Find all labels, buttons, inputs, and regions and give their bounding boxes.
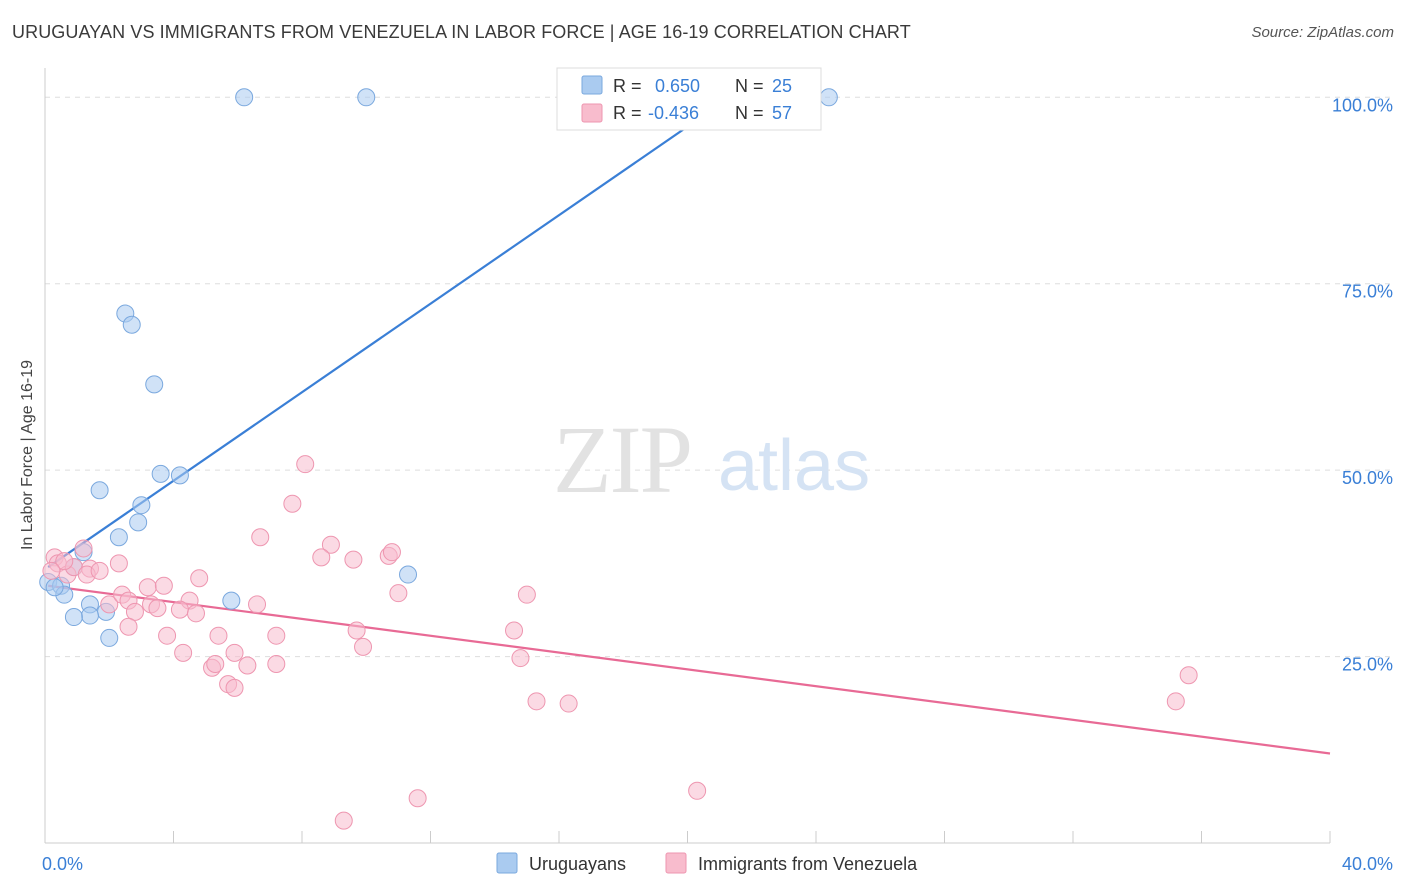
x-tick-label: 0.0% <box>42 854 83 874</box>
data-points <box>39 88 1198 830</box>
trend-lines <box>47 81 1331 755</box>
point-venezuela <box>238 656 257 675</box>
point-venezuela <box>119 617 138 636</box>
y-tick-label: 75.0% <box>1342 282 1393 302</box>
r-value-pink: -0.436 <box>648 103 699 123</box>
point-venezuela <box>190 569 209 588</box>
point-uruguayans <box>399 565 418 584</box>
y-tick-label: 100.0% <box>1332 95 1393 115</box>
legend-label-uruguayans: Uruguayans <box>529 854 626 874</box>
point-venezuela <box>1166 692 1185 711</box>
legend-swatch-venezuela <box>665 852 687 874</box>
series-legend: Uruguayans Immigrants from Venezuela <box>496 852 918 874</box>
point-uruguayans <box>80 606 99 625</box>
r-value-blue: 0.650 <box>655 76 700 96</box>
y-tick-label: 25.0% <box>1342 655 1393 675</box>
point-venezuela <box>109 554 128 573</box>
trend-line-venezuela <box>48 584 1331 755</box>
stats-legend-swatch-blue <box>581 75 603 95</box>
point-venezuela <box>1179 666 1198 685</box>
point-venezuela <box>225 678 244 697</box>
point-venezuela <box>186 604 205 623</box>
point-uruguayans <box>235 88 254 107</box>
point-venezuela <box>209 626 228 645</box>
watermark-zip: ZIP <box>553 406 691 513</box>
legend-swatch-uruguayans <box>496 852 518 874</box>
source-credit: Source: ZipAtlas.com <box>1251 24 1394 41</box>
axes-layer <box>44 68 1330 844</box>
point-venezuela <box>267 626 286 645</box>
point-venezuela <box>148 599 167 618</box>
r-label-blue: R = <box>613 76 642 96</box>
point-uruguayans <box>132 496 151 515</box>
point-venezuela <box>225 643 244 662</box>
point-uruguayans <box>122 315 141 334</box>
chart-title: URUGUAYAN VS IMMIGRANTS FROM VENEZUELA I… <box>12 22 911 42</box>
point-uruguayans <box>819 88 838 107</box>
y-axis-title: In Labor Force | Age 16-19 <box>19 360 36 550</box>
point-venezuela <box>688 781 707 800</box>
point-venezuela <box>505 621 524 640</box>
grid-layer <box>45 96 1395 843</box>
x-tick-labels: 0.0% 40.0% <box>42 854 1393 874</box>
y-tick-labels: 25.0% 50.0% 75.0% 100.0% <box>1332 95 1393 674</box>
point-venezuela <box>42 561 61 580</box>
point-venezuela <box>312 548 331 567</box>
point-venezuela <box>347 621 366 640</box>
point-venezuela <box>344 550 363 569</box>
point-venezuela <box>251 528 270 547</box>
x-tick-label: 40.0% <box>1342 854 1393 874</box>
trend-line-uruguayans <box>47 81 753 568</box>
r-label-pink: R = <box>613 103 642 123</box>
point-venezuela <box>100 595 119 614</box>
point-venezuela <box>248 595 267 614</box>
point-uruguayans <box>222 591 241 610</box>
point-uruguayans <box>100 628 119 647</box>
point-venezuela <box>296 455 315 474</box>
point-venezuela <box>55 552 74 571</box>
point-uruguayans <box>357 88 376 107</box>
point-uruguayans <box>45 578 64 597</box>
point-venezuela <box>511 649 530 668</box>
point-venezuela <box>559 694 578 713</box>
point-venezuela <box>138 578 157 597</box>
point-venezuela <box>267 655 286 674</box>
legend-label-venezuela: Immigrants from Venezuela <box>698 854 918 874</box>
point-uruguayans <box>90 481 109 500</box>
point-uruguayans <box>64 608 83 627</box>
point-venezuela <box>90 561 109 580</box>
point-uruguayans <box>129 513 148 532</box>
n-label-blue: N = <box>735 76 764 96</box>
point-uruguayans <box>109 528 128 547</box>
watermark: ZIP atlas <box>553 406 870 513</box>
stats-legend-box: R = 0.650 N = 25 R = -0.436 N = 57 <box>556 67 822 131</box>
point-venezuela <box>389 584 408 603</box>
point-venezuela <box>527 692 546 711</box>
n-value-pink: 57 <box>772 103 792 123</box>
point-venezuela <box>158 626 177 645</box>
watermark-atlas: atlas <box>718 426 870 506</box>
n-label-pink: N = <box>735 103 764 123</box>
point-venezuela <box>321 535 340 554</box>
y-tick-label: 50.0% <box>1342 468 1393 488</box>
point-venezuela <box>283 494 302 513</box>
point-venezuela <box>334 811 353 830</box>
n-value-blue: 25 <box>772 76 792 96</box>
point-venezuela <box>74 539 93 558</box>
point-venezuela <box>354 637 373 656</box>
point-uruguayans <box>151 464 170 483</box>
point-venezuela <box>170 600 189 619</box>
point-venezuela <box>154 576 173 595</box>
point-venezuela <box>206 655 225 674</box>
point-venezuela <box>125 602 144 621</box>
point-venezuela <box>408 789 427 808</box>
point-uruguayans <box>170 466 189 485</box>
stats-legend-swatch-pink <box>581 103 603 123</box>
point-venezuela <box>382 543 401 562</box>
point-venezuela <box>517 585 536 604</box>
point-venezuela <box>174 643 193 662</box>
point-uruguayans <box>145 375 164 394</box>
